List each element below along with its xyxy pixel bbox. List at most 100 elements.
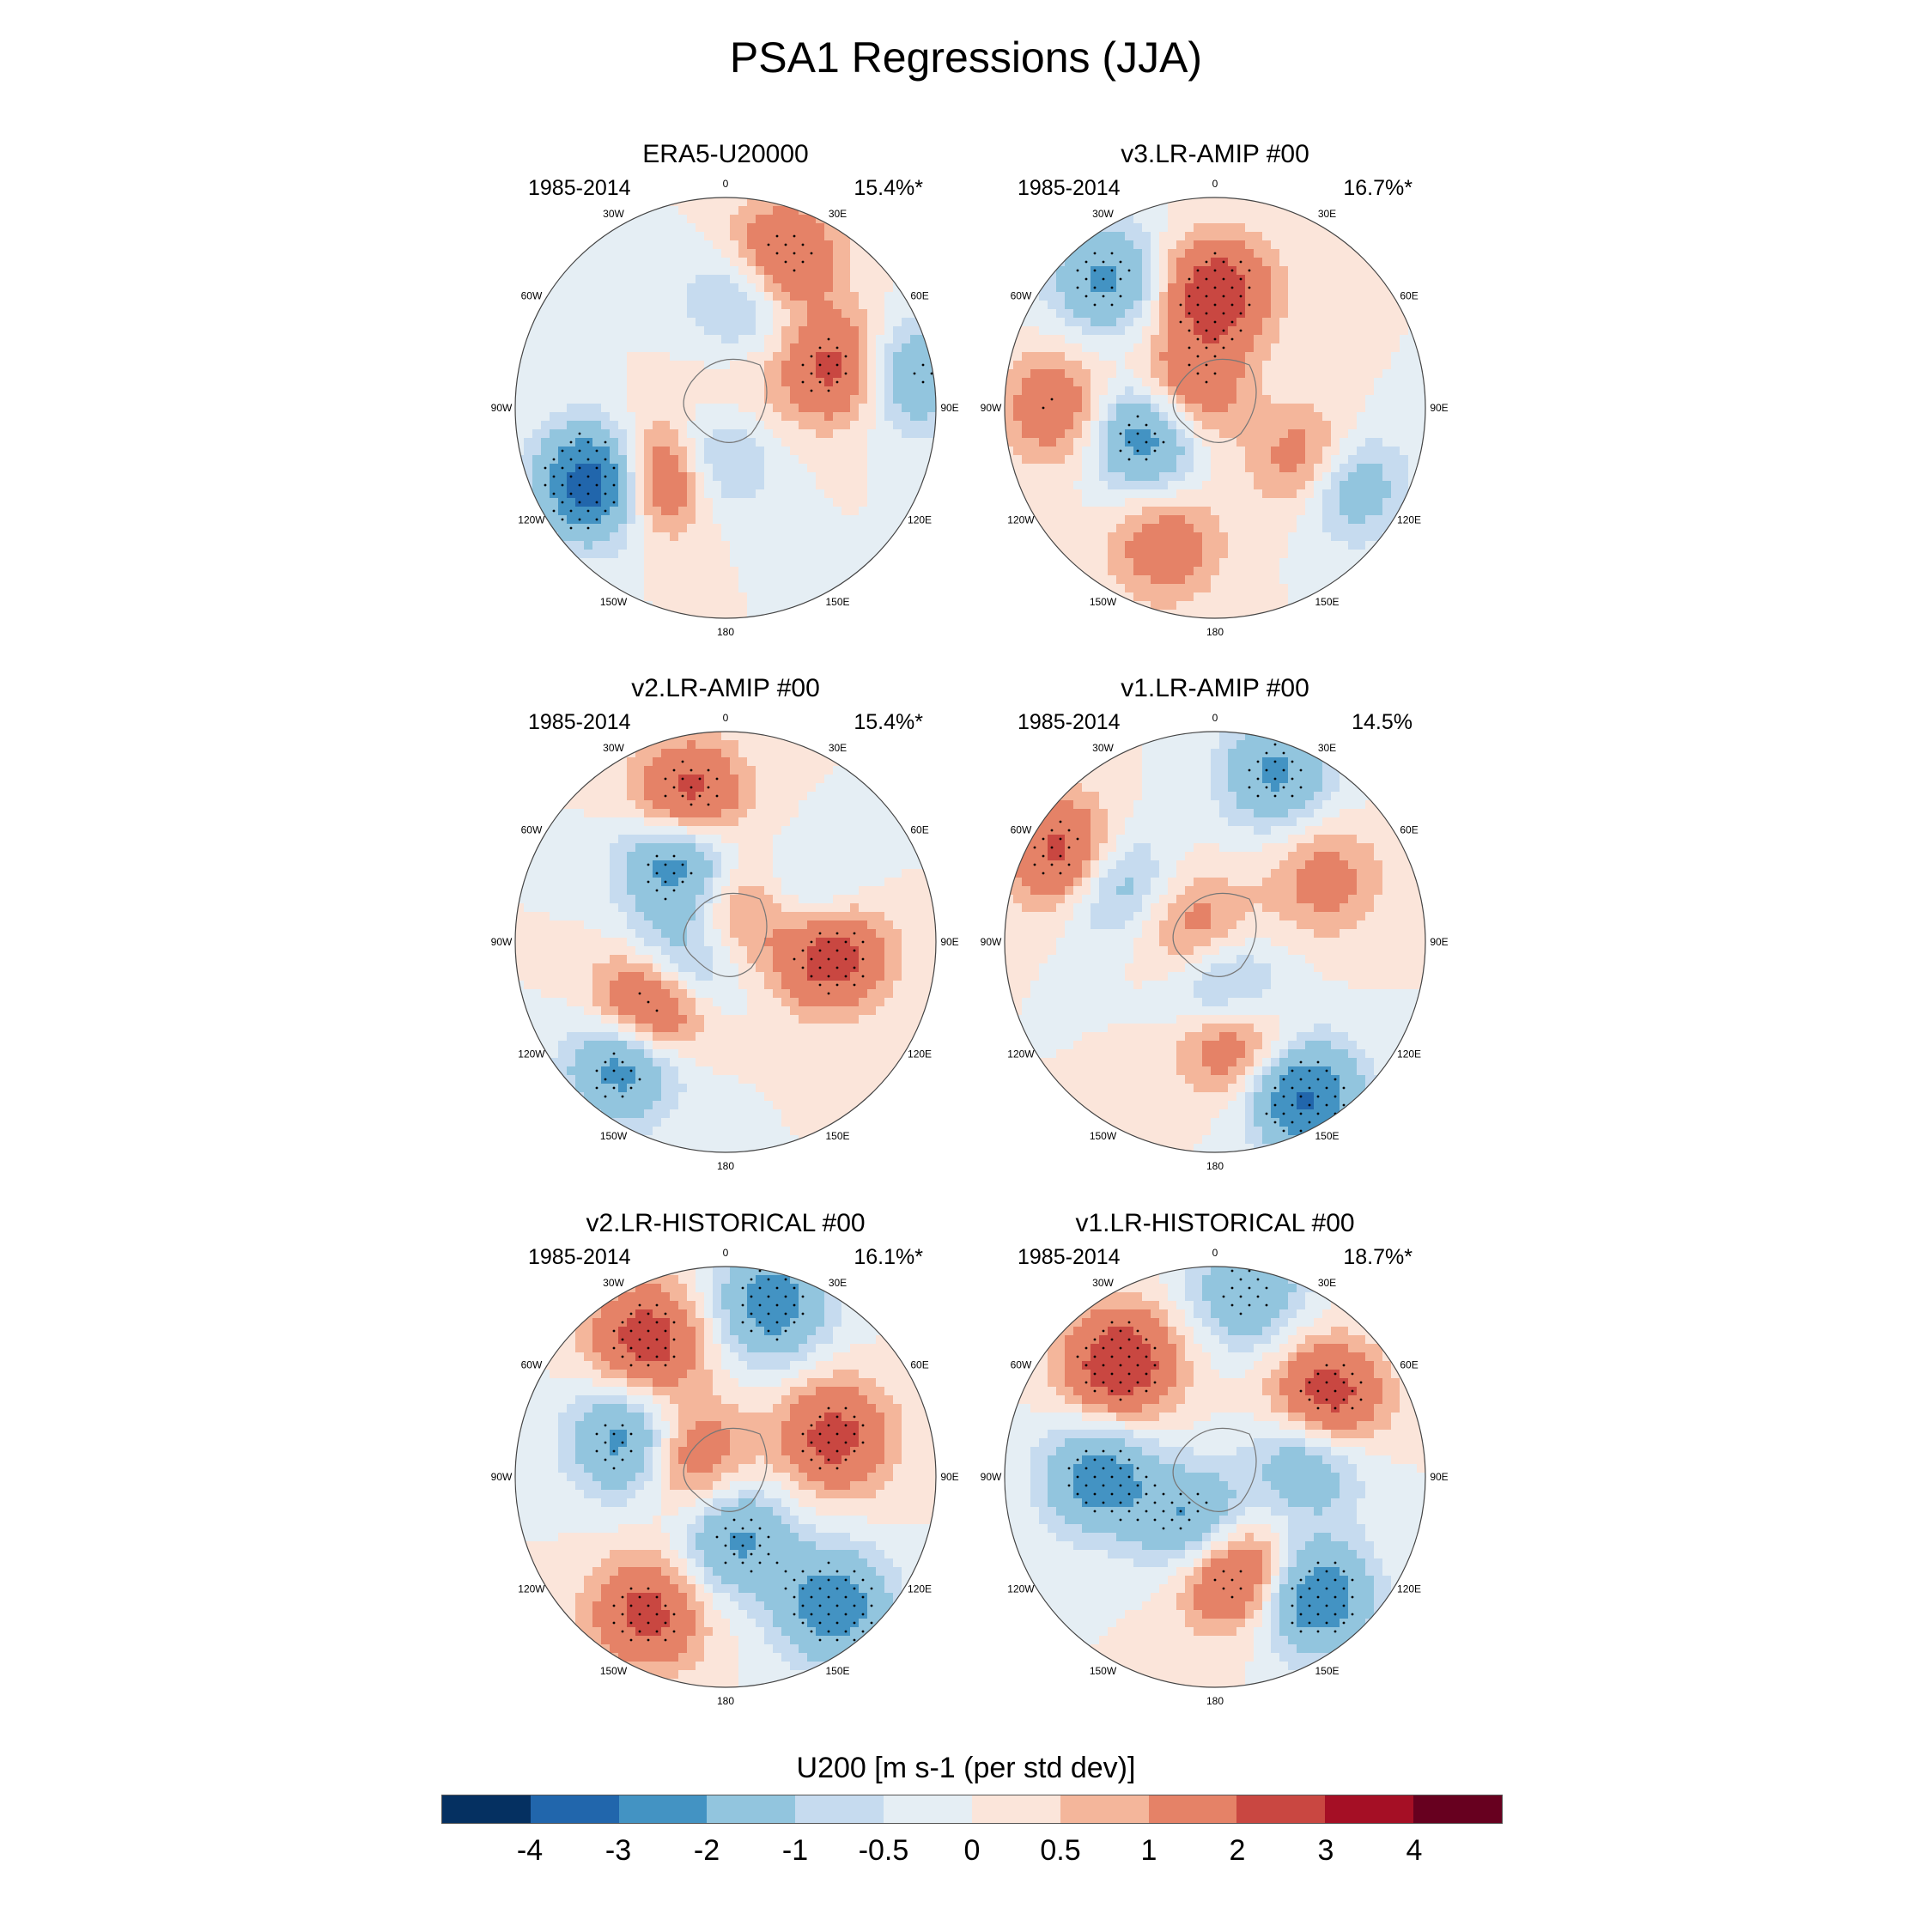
- period-label: 1985-2014: [1018, 1245, 1121, 1269]
- longitude-label: 120E: [1397, 514, 1421, 526]
- longitude-label: 0: [1212, 712, 1218, 724]
- regression-field: [1005, 732, 1425, 1152]
- figure-title: PSA1 Regressions (JJA): [729, 33, 1203, 82]
- colorbar-tick-label: -1: [781, 1834, 809, 1867]
- longitude-label: 150W: [600, 1130, 628, 1142]
- colorbar-tick-label: -4: [516, 1834, 544, 1867]
- longitude-label: 90E: [1430, 936, 1448, 948]
- longitude-label: 60E: [1400, 290, 1418, 302]
- longitude-label: 90W: [491, 402, 513, 414]
- longitude-label: 60E: [910, 824, 928, 836]
- colorbar-box: [618, 1795, 708, 1823]
- polar-map: 0 30E 60E 90E 120E 150E 180 150W 120W 90W 60W 30W: [491, 178, 959, 638]
- longitude-label: 120E: [1397, 1583, 1421, 1595]
- longitude-label: 60E: [1400, 1359, 1418, 1371]
- longitude-label: 90E: [1430, 402, 1448, 414]
- period-label: 1985-2014: [528, 176, 631, 200]
- longitude-label: 90E: [940, 936, 958, 948]
- map-boundary: [1004, 731, 1426, 1153]
- regression-field: [515, 1267, 936, 1687]
- map-panel-v1-historical: 0 30E 60E 90E 120E 150E 180 150W 120W 90W 60W 30W v…: [957, 1209, 1473, 1726]
- colorbar-tick-label: 3: [1317, 1834, 1334, 1867]
- longitude-label: 30E: [1318, 208, 1336, 220]
- longitude-label: 90E: [940, 1471, 958, 1483]
- longitude-label: 180: [717, 626, 734, 638]
- colorbar-tick-label: 4: [1406, 1834, 1423, 1867]
- longitude-label: 30E: [829, 1277, 847, 1289]
- map-boundary: [1004, 197, 1426, 619]
- colorbar-box: [1236, 1795, 1326, 1823]
- longitude-label: 180: [717, 1160, 734, 1172]
- longitude-label: 180: [1206, 626, 1224, 638]
- longitude-label: 0: [723, 1247, 729, 1259]
- colorbar-box: [1325, 1795, 1414, 1823]
- longitude-label: 60E: [910, 1359, 928, 1371]
- colorbar-tick-label: -3: [605, 1834, 632, 1867]
- antarctica-outline: [683, 358, 768, 443]
- longitude-label: 180: [717, 1695, 734, 1707]
- longitude-label: 0: [723, 712, 729, 724]
- panel-title: v1.LR-HISTORICAL #00: [1075, 1209, 1355, 1237]
- variance-percent: 18.7%*: [1343, 1245, 1413, 1269]
- longitude-label: 120W: [1007, 1583, 1035, 1595]
- polar-map: 0 30E 60E 90E 120E 150E 180 150W 120W 90W 60W 30W: [981, 1247, 1449, 1707]
- variance-percent: 15.4%*: [854, 176, 923, 200]
- longitude-label: 60W: [1011, 290, 1032, 302]
- map-panel-era5: 0 30E 60E 90E 120E 150E 180 150W 120W 90W 60W 30W E…: [468, 140, 983, 657]
- map-panel-v2-amip: 0 30E 60E 90E 120E 150E 180 150W 120W 90W 60W 30W v…: [468, 674, 983, 1191]
- colorbar-box: [795, 1795, 884, 1823]
- period-label: 1985-2014: [1018, 710, 1121, 734]
- longitude-label: 90W: [981, 402, 1002, 414]
- colorbar-box: [884, 1795, 972, 1823]
- longitude-label: 150E: [1315, 1665, 1339, 1677]
- longitude-label: 120W: [1007, 514, 1035, 526]
- panel-title: v1.LR-AMIP #00: [1121, 674, 1309, 702]
- longitude-label: 30E: [1318, 1277, 1336, 1289]
- longitude-label: 60W: [1011, 1359, 1032, 1371]
- regression-field: [515, 732, 936, 1152]
- map-boundary: [514, 731, 937, 1153]
- variance-percent: 15.4%*: [854, 710, 923, 734]
- polar-map: 0 30E 60E 90E 120E 150E 180 150W 120W 90W 60W 30W: [491, 1247, 959, 1707]
- colorbar: [441, 1795, 1503, 1824]
- longitude-label: 30W: [603, 208, 624, 220]
- colorbar-tick-label: 1: [1140, 1834, 1157, 1867]
- colorbar-box: [1413, 1795, 1502, 1823]
- longitude-label: 30E: [829, 742, 847, 754]
- longitude-label: 60W: [521, 290, 543, 302]
- polar-map: 0 30E 60E 90E 120E 150E 180 150W 120W 90W 60W 30W: [491, 712, 959, 1172]
- map-boundary: [514, 1266, 937, 1688]
- longitude-label: 150E: [825, 1665, 849, 1677]
- longitude-label: 90W: [491, 1471, 513, 1483]
- colorbar-tick-label: 0: [963, 1834, 981, 1867]
- longitude-label: 150E: [1315, 596, 1339, 608]
- antarctica-outline: [1172, 358, 1257, 443]
- longitude-label: 150W: [600, 1665, 628, 1677]
- longitude-label: 30E: [829, 208, 847, 220]
- longitude-label: 120E: [908, 1583, 932, 1595]
- variance-percent: 16.1%*: [854, 1245, 923, 1269]
- longitude-label: 0: [723, 178, 729, 190]
- longitude-label: 120W: [518, 1583, 545, 1595]
- variance-percent: 14.5%: [1352, 710, 1413, 734]
- longitude-label: 0: [1212, 178, 1218, 190]
- longitude-label: 120E: [908, 514, 932, 526]
- period-label: 1985-2014: [528, 1245, 631, 1269]
- map-panel-v1-amip: 0 30E 60E 90E 120E 150E 180 150W 120W 90W 60W 30W v…: [957, 674, 1473, 1191]
- colorbar-title: U200 [m s-1 (per std dev)]: [796, 1752, 1136, 1784]
- longitude-label: 120E: [1397, 1048, 1421, 1060]
- panel-title: v3.LR-AMIP #00: [1121, 140, 1309, 168]
- longitude-label: 90W: [981, 936, 1002, 948]
- map-boundary: [1004, 1266, 1426, 1688]
- longitude-label: 90E: [1430, 1471, 1448, 1483]
- longitude-label: 30W: [1092, 742, 1114, 754]
- variance-percent: 16.7%*: [1343, 176, 1413, 200]
- longitude-label: 90E: [940, 402, 958, 414]
- longitude-label: 60E: [910, 290, 928, 302]
- colorbar-box: [530, 1795, 619, 1823]
- map-panel-v2-historical: 0 30E 60E 90E 120E 150E 180 150W 120W 90W 60W 30W v…: [468, 1209, 983, 1726]
- regression-field: [1005, 197, 1425, 618]
- longitude-label: 30E: [1318, 742, 1336, 754]
- regression-field: [515, 197, 936, 618]
- longitude-label: 180: [1206, 1695, 1224, 1707]
